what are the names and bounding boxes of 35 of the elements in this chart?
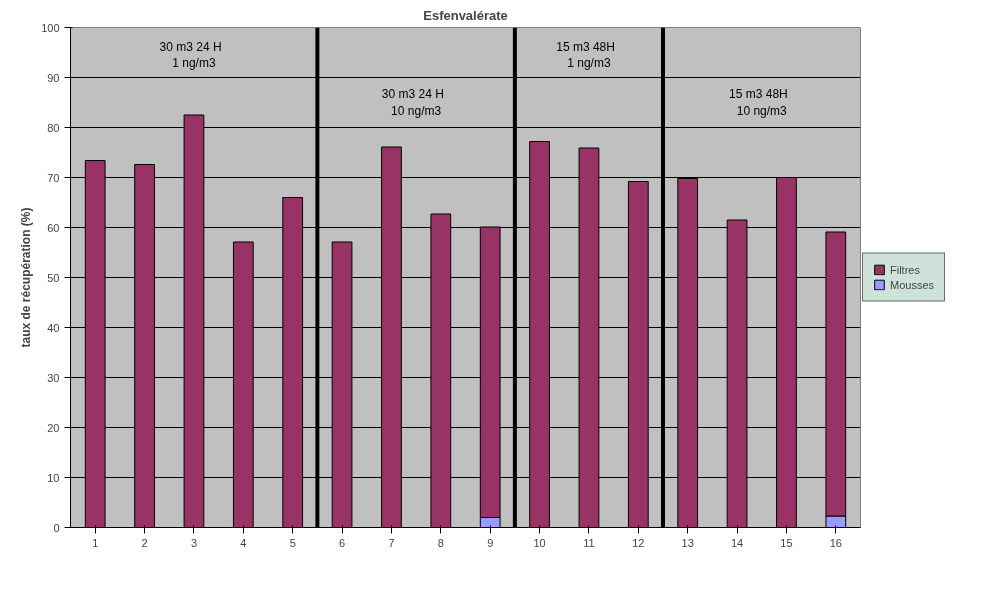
y-tick-label: 30 <box>47 371 60 384</box>
legend-label: Mousses <box>890 278 935 291</box>
x-tick-label: 13 <box>681 536 694 549</box>
x-tick-label: 7 <box>388 536 395 549</box>
y-tick-label: 60 <box>47 221 60 234</box>
x-tick-label: 8 <box>437 536 444 549</box>
legend-label: Filtres <box>890 263 920 276</box>
y-tick-label: 100 <box>41 21 60 34</box>
y-tick-label: 70 <box>47 171 60 184</box>
y-tick-label: 0 <box>53 521 60 534</box>
annotation: 15 m3 48H 10 ng/m3 <box>729 87 788 118</box>
y-axis-title: taux de récupération (%) <box>19 207 34 348</box>
x-tick-label: 16 <box>829 536 842 549</box>
y-tick-label: 10 <box>47 471 60 484</box>
annotation: 15 m3 48H 1 ng/m3 <box>556 39 615 71</box>
x-tick-label: 2 <box>141 536 148 549</box>
y-tick-label: 50 <box>47 271 60 284</box>
chart-title: Esfenvalérate <box>423 7 508 23</box>
y-tick-label: 40 <box>47 321 60 334</box>
annotation: 30 m3 24 H 10 ng/m3 <box>381 87 444 118</box>
x-tick-label: 10 <box>533 536 546 549</box>
y-tick-label: 80 <box>47 121 60 134</box>
x-tick-label: 14 <box>730 536 744 549</box>
y-tick-label: 90 <box>47 71 60 84</box>
y-tick-label: 20 <box>47 421 60 434</box>
x-tick-label: 1 <box>92 536 99 549</box>
annotation: 30 m3 24 H 1 ng/m3 <box>159 39 222 71</box>
x-tick-label: 4 <box>240 536 247 549</box>
x-tick-label: 15 <box>780 536 793 549</box>
x-tick-label: 5 <box>289 536 296 549</box>
x-tick-label: 11 <box>583 536 595 549</box>
x-tick-label: 9 <box>487 536 494 549</box>
x-tick-label: 12 <box>632 536 645 549</box>
x-tick-label: 3 <box>190 536 197 549</box>
x-tick-label: 6 <box>339 536 346 549</box>
